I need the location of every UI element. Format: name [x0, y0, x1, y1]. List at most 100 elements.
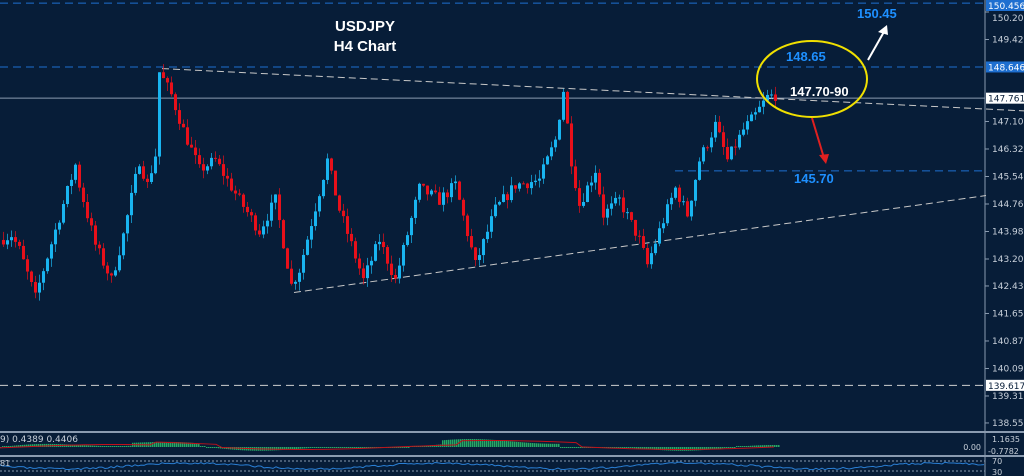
histogram-bar — [206, 447, 208, 448]
y-tick-label: 143.980 — [992, 227, 1024, 237]
candle — [506, 194, 509, 201]
candle — [586, 185, 589, 202]
histogram-bar — [514, 441, 516, 447]
histogram-bar — [524, 442, 526, 447]
candle — [290, 268, 293, 284]
histogram-bar — [194, 442, 196, 447]
histogram-bar — [474, 439, 476, 447]
candle — [466, 215, 469, 237]
candle — [350, 233, 353, 242]
histogram-bar — [332, 447, 334, 448]
histogram-bar — [26, 444, 28, 447]
histogram-bar — [494, 439, 496, 447]
candle — [274, 194, 277, 203]
histogram-bar — [576, 447, 578, 448]
histogram-bar — [400, 447, 402, 448]
histogram-bar — [36, 444, 38, 447]
candle — [78, 164, 81, 188]
histogram-bar — [292, 447, 294, 450]
candle — [670, 197, 673, 205]
histogram-bar — [498, 440, 500, 447]
histogram-bar — [122, 446, 124, 447]
histogram-bar — [308, 447, 310, 449]
candle — [322, 179, 325, 197]
candle — [54, 229, 57, 245]
histogram-bar — [700, 447, 702, 451]
candle — [222, 164, 225, 176]
histogram-bar — [10, 445, 12, 447]
histogram-bar — [578, 447, 580, 448]
histogram-bar — [298, 447, 300, 449]
candle — [298, 272, 301, 282]
histogram-bar — [706, 447, 708, 450]
histogram-bar — [616, 447, 618, 448]
candle — [470, 236, 473, 248]
candle — [30, 271, 33, 283]
indicator1-tick: 0.00 — [963, 443, 981, 452]
candle — [46, 258, 49, 272]
histogram-bar — [74, 444, 76, 447]
histogram-bar — [288, 447, 290, 450]
candle — [382, 241, 385, 248]
candle — [402, 244, 405, 266]
histogram-bar — [534, 443, 536, 447]
histogram-bar — [644, 447, 646, 450]
candle — [62, 204, 65, 223]
candle — [150, 173, 153, 182]
histogram-bar — [574, 447, 576, 448]
candle — [474, 247, 477, 260]
candle — [442, 192, 445, 205]
histogram-bar — [284, 447, 286, 450]
histogram-bar — [94, 445, 96, 447]
candle — [114, 270, 117, 276]
indicator1-label: 9) 0.4389 0.4406 — [0, 435, 78, 445]
histogram-bar — [346, 447, 348, 448]
candle — [486, 231, 489, 240]
histogram-bar — [342, 447, 344, 448]
histogram-bar — [562, 447, 564, 448]
chart-title: USDJPY — [334, 18, 396, 35]
trendline — [293, 195, 987, 293]
histogram-bar — [156, 441, 158, 447]
histogram-bar — [274, 447, 276, 451]
candle — [318, 196, 321, 212]
histogram-bar — [212, 447, 214, 448]
histogram-bar — [124, 445, 126, 447]
candle — [410, 217, 413, 236]
candle — [342, 210, 345, 217]
histogram-bar — [102, 445, 104, 447]
price-label-box — [986, 61, 1024, 73]
histogram-bar — [370, 447, 372, 448]
histogram-bar — [76, 444, 78, 447]
candle — [722, 132, 725, 147]
candle — [90, 218, 93, 226]
histogram-bar — [476, 439, 478, 447]
price-label-box — [986, 92, 1024, 104]
histogram-bar — [280, 447, 282, 451]
histogram-bar — [14, 445, 16, 447]
candle — [146, 178, 149, 182]
histogram-bar — [658, 447, 660, 450]
histogram-bar — [204, 446, 206, 447]
histogram-bar — [490, 439, 492, 447]
histogram-bar — [130, 445, 132, 447]
histogram-bar — [428, 445, 430, 447]
histogram-bar — [520, 442, 522, 447]
histogram-bar — [558, 443, 560, 447]
zone-label: 147.70-90 — [790, 84, 849, 99]
histogram-bar — [44, 443, 46, 447]
histogram-bar — [286, 447, 288, 450]
candle — [730, 146, 733, 160]
candle — [178, 110, 181, 124]
candle — [218, 158, 221, 165]
candle — [394, 274, 397, 279]
histogram-bar — [692, 447, 694, 451]
histogram-bar — [688, 447, 690, 451]
y-tick-label: 140.095 — [992, 364, 1024, 374]
candle — [10, 237, 13, 241]
candle — [430, 190, 433, 195]
candle — [438, 192, 441, 205]
histogram-bar — [478, 439, 480, 447]
candle — [170, 82, 173, 95]
